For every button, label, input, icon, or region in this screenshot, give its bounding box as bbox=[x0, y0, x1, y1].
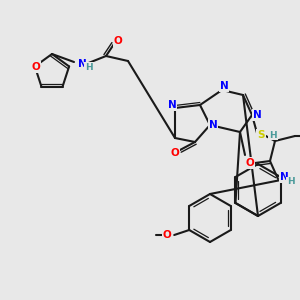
Text: H: H bbox=[287, 178, 295, 187]
Text: N: N bbox=[208, 120, 217, 130]
Text: O: O bbox=[246, 158, 254, 168]
Text: O: O bbox=[114, 36, 122, 46]
Text: S: S bbox=[257, 130, 265, 140]
Text: H: H bbox=[269, 130, 277, 140]
Text: N: N bbox=[253, 110, 261, 120]
Text: N: N bbox=[168, 100, 176, 110]
Text: O: O bbox=[163, 230, 172, 240]
Text: H: H bbox=[85, 62, 93, 71]
Text: N: N bbox=[78, 59, 86, 69]
Text: O: O bbox=[171, 148, 179, 158]
Text: N: N bbox=[220, 81, 228, 91]
Text: O: O bbox=[32, 62, 40, 72]
Text: N: N bbox=[280, 172, 288, 182]
